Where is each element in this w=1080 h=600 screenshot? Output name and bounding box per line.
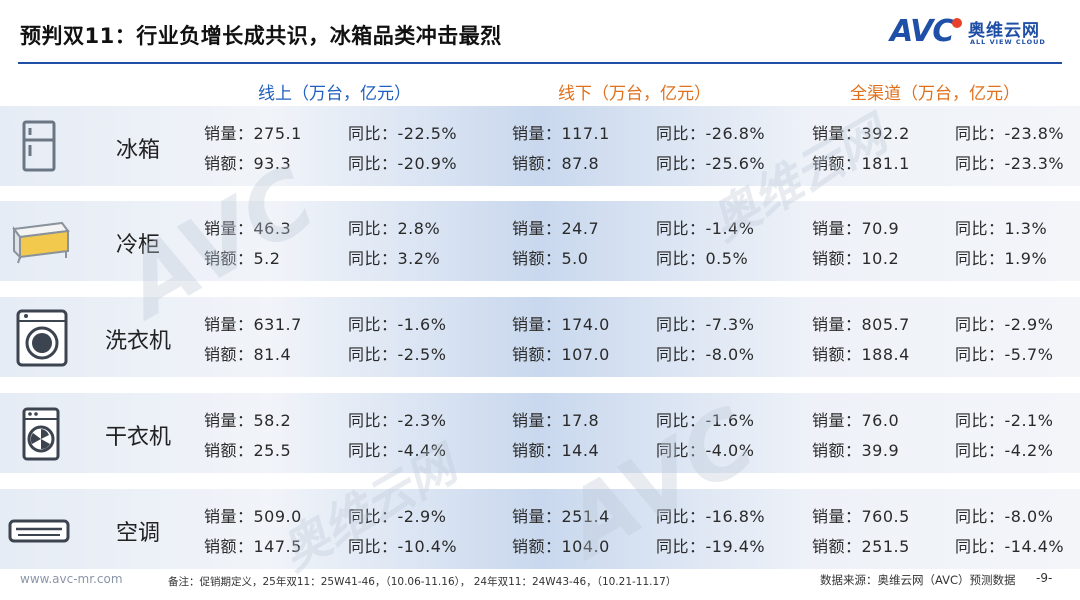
online-volume-yoy: 同比：-2.9% (348, 507, 447, 526)
table-row: 干衣机 销量：58.2 同比：-2.3% 销额：25.5 同比：-4.4% 销量… (0, 393, 1080, 473)
online-volume-yoy: 同比：-1.6% (348, 315, 447, 334)
online-amount: 销额：81.4 (204, 345, 292, 364)
footer-url: www.avc-mr.com (20, 572, 123, 586)
offline-amount-yoy: 同比：-4.0% (656, 441, 755, 460)
table-row: 空调 销量：509.0 同比：-2.9% 销额：147.5 同比：-10.4% … (0, 489, 1080, 569)
online-volume-yoy: 同比：-22.5% (348, 124, 458, 143)
all-volume-yoy: 同比：-2.9% (955, 315, 1054, 334)
page-title: 预判双11：行业负增长成共识，冰箱品类冲击最烈 (20, 24, 502, 48)
freezer-icon (6, 211, 72, 271)
logo-dot-icon (952, 18, 962, 28)
washing-machine-icon (6, 307, 72, 367)
header-divider (18, 62, 1062, 64)
offline-volume-yoy: 同比：-16.8% (656, 507, 766, 526)
offline-amount-yoy: 同比：-25.6% (656, 154, 766, 173)
footer-source: 数据来源：奥维云网（AVC）预测数据 (820, 573, 1016, 587)
row-background (0, 393, 1080, 473)
online-amount-yoy: 同比：-2.5% (348, 345, 447, 364)
table-row: 洗衣机 销量：631.7 同比：-1.6% 销额：81.4 同比：-2.5% 销… (0, 297, 1080, 377)
offline-amount-yoy: 同比：0.5% (656, 249, 749, 268)
online-volume: 销量：275.1 (204, 124, 302, 143)
offline-volume-yoy: 同比：-7.3% (656, 315, 755, 334)
all-volume: 销量：70.9 (812, 219, 900, 238)
offline-amount-yoy: 同比：-19.4% (656, 537, 766, 556)
offline-volume-yoy: 同比：-26.8% (656, 124, 766, 143)
offline-amount: 销额：5.0 (512, 249, 589, 268)
online-volume: 销量：46.3 (204, 219, 292, 238)
online-amount: 销额：5.2 (204, 249, 281, 268)
category-label: 冰箱 (115, 138, 160, 163)
all-amount: 销额：39.9 (812, 441, 900, 460)
page-number: -9- (1036, 571, 1053, 585)
air-conditioner-icon (6, 499, 72, 559)
logo-mark: AVC (890, 14, 954, 49)
offline-amount: 销额：107.0 (512, 345, 610, 364)
row-background (0, 201, 1080, 281)
column-header-all-channel: 全渠道（万台，亿元） (850, 84, 1020, 104)
dryer-icon (6, 403, 72, 463)
logo-en-text: ALL VIEW CLOUD (970, 38, 1046, 46)
offline-amount: 销额：87.8 (512, 154, 600, 173)
offline-volume-yoy: 同比：-1.6% (656, 411, 755, 430)
row-background (0, 489, 1080, 569)
all-volume-yoy: 同比：-8.0% (955, 507, 1054, 526)
online-volume-yoy: 同比：2.8% (348, 219, 441, 238)
online-amount-yoy: 同比：-4.4% (348, 441, 447, 460)
offline-volume: 销量：174.0 (512, 315, 610, 334)
footer-note: 备注：促销期定义，25年双11：25W41-46，（10.06-11.16）， … (168, 576, 677, 588)
online-volume: 销量：58.2 (204, 411, 292, 430)
offline-amount: 销额：104.0 (512, 537, 610, 556)
offline-volume: 销量：251.4 (512, 507, 610, 526)
logo-cn-text: 奥维云网 (968, 21, 1040, 41)
all-volume: 销量：805.7 (812, 315, 910, 334)
all-volume: 销量：392.2 (812, 124, 910, 143)
all-volume-yoy: 同比：-2.1% (955, 411, 1054, 430)
all-amount: 销额：181.1 (812, 154, 910, 173)
column-header-online: 线上（万台，亿元） (258, 84, 411, 104)
table-row: 冰箱 销量：275.1 同比：-22.5% 销额：93.3 同比：-20.9% … (0, 106, 1080, 186)
all-amount-yoy: 同比：-4.2% (955, 441, 1054, 460)
table-row: 冷柜 销量：46.3 同比：2.8% 销额：5.2 同比：3.2% 销量：24.… (0, 201, 1080, 281)
online-volume: 销量：509.0 (204, 507, 302, 526)
slide-header: 预判双11：行业负增长成共识，冰箱品类冲击最烈 AVC 奥维云网 ALL VIE… (0, 0, 1080, 64)
offline-volume-yoy: 同比：-1.4% (656, 219, 755, 238)
all-volume-yoy: 同比：1.3% (955, 219, 1048, 238)
online-volume-yoy: 同比：-2.3% (348, 411, 447, 430)
category-label: 冷柜 (115, 233, 160, 258)
online-volume: 销量：631.7 (204, 315, 302, 334)
online-amount-yoy: 同比：-10.4% (348, 537, 458, 556)
online-amount-yoy: 同比：3.2% (348, 249, 441, 268)
category-label: 空调 (115, 521, 160, 546)
fridge-icon (6, 116, 72, 176)
offline-volume: 销量：17.8 (512, 411, 600, 430)
all-amount: 销额：188.4 (812, 345, 910, 364)
online-amount-yoy: 同比：-20.9% (348, 154, 458, 173)
all-amount: 销额：10.2 (812, 249, 900, 268)
all-amount-yoy: 同比：-5.7% (955, 345, 1054, 364)
all-volume-yoy: 同比：-23.8% (955, 124, 1065, 143)
all-volume: 销量：76.0 (812, 411, 900, 430)
all-amount-yoy: 同比：1.9% (955, 249, 1048, 268)
all-amount-yoy: 同比：-14.4% (955, 537, 1065, 556)
offline-amount: 销额：14.4 (512, 441, 600, 460)
row-background (0, 297, 1080, 377)
column-header-offline: 线下（万台，亿元） (558, 84, 711, 104)
online-amount: 销额：93.3 (204, 154, 292, 173)
online-amount: 销额：25.5 (204, 441, 292, 460)
online-amount: 销额：147.5 (204, 537, 302, 556)
all-amount-yoy: 同比：-23.3% (955, 154, 1065, 173)
category-label: 干衣机 (104, 425, 171, 450)
offline-volume: 销量：117.1 (512, 124, 610, 143)
category-label: 洗衣机 (104, 329, 171, 354)
avc-logo: AVC 奥维云网 ALL VIEW CLOUD (890, 14, 1058, 50)
all-volume: 销量：760.5 (812, 507, 910, 526)
offline-amount-yoy: 同比：-8.0% (656, 345, 755, 364)
row-background (0, 106, 1080, 186)
offline-volume: 销量：24.7 (512, 219, 600, 238)
all-amount: 销额：251.5 (812, 537, 910, 556)
